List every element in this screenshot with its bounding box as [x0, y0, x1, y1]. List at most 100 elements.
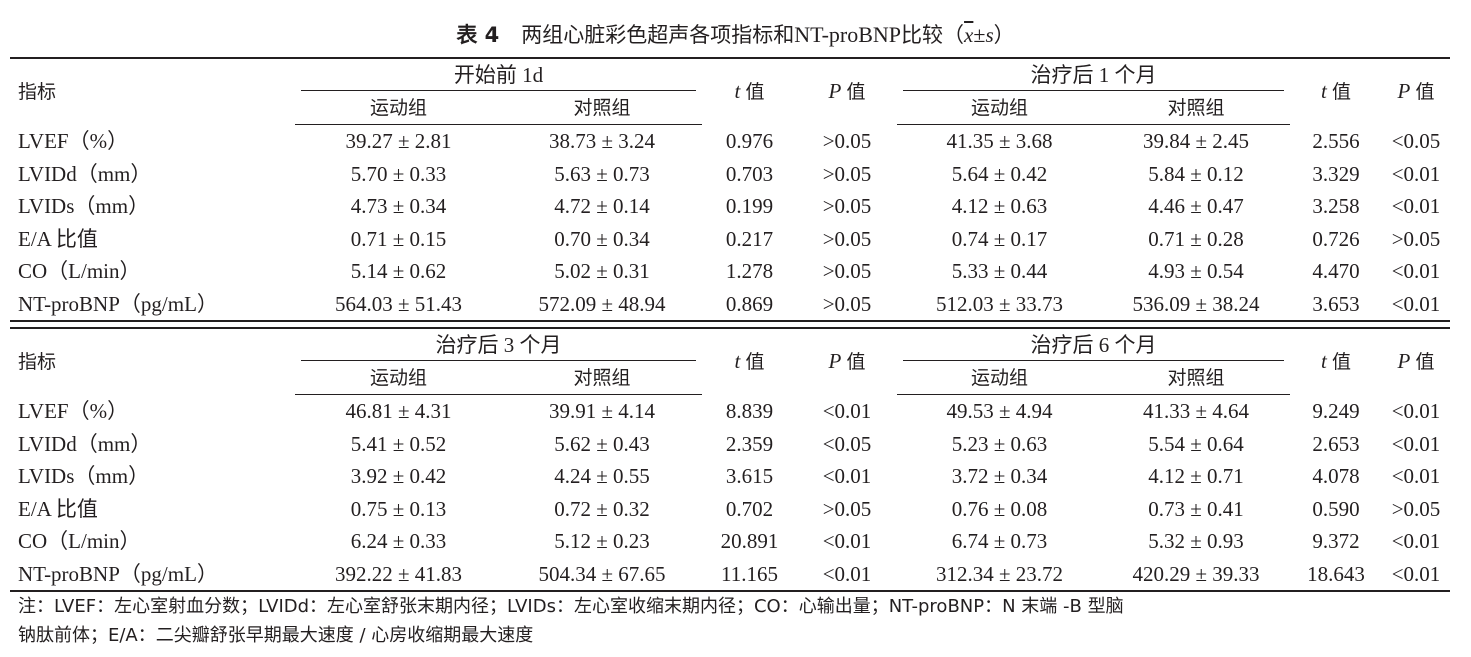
- p-value-left: >0.05: [797, 287, 897, 322]
- t-value-suffix: 值: [745, 351, 765, 374]
- p-value-suffix: 值: [1415, 351, 1435, 374]
- exercise-value-left: 46.81 ± 4.31: [345, 399, 452, 424]
- control-value-left: 572.09 ± 48.94: [502, 287, 702, 322]
- control-value-right: 4.93 ± 0.54: [1148, 259, 1244, 284]
- exercise-value-left: 5.41 ± 0.52: [350, 431, 447, 456]
- exercise-value-left: 564.03 ± 51.43: [295, 287, 502, 322]
- exercise-value-left: 3.92 ± 0.42: [350, 464, 447, 489]
- header-p-value-right: P 值: [1382, 327, 1450, 395]
- header-t-value-right: t 值: [1290, 57, 1382, 125]
- caption-sd-symbol: s: [985, 23, 994, 47]
- control-value-right: 5.32 ± 0.93: [1148, 529, 1244, 554]
- header-exercise-group: 运动组: [295, 361, 502, 395]
- p-value-right: <0.01: [1382, 287, 1450, 322]
- exercise-value-left: 392.22 ± 41.83: [295, 557, 502, 592]
- control-value-right: 41.33 ± 4.64: [1142, 399, 1250, 424]
- control-value-left: 39.91 ± 4.14: [548, 399, 656, 424]
- left-period-label: 开始前 1d: [301, 62, 696, 91]
- exercise-value-right: 4.12 ± 0.63: [951, 194, 1048, 219]
- p-value-symbol: P: [1397, 349, 1411, 374]
- t-value-left: 2.359: [725, 431, 774, 456]
- header-t-value-right: t 值: [1290, 327, 1382, 395]
- t-value-left: 0.703: [725, 161, 774, 186]
- exercise-value-right: 5.23 ± 0.63: [951, 431, 1048, 456]
- exercise-value-right: 49.53 ± 4.94: [946, 399, 1053, 424]
- control-value-left: 0.72 ± 0.32: [554, 496, 650, 521]
- section-spacer-cell: [10, 321, 1450, 328]
- exercise-value-right: 0.74 ± 0.17: [951, 226, 1048, 251]
- header-control-group: 对照组: [1102, 91, 1290, 125]
- p-value-left: <0.01: [822, 464, 872, 489]
- row-indicator-label: LVIDd（mm）: [18, 431, 152, 456]
- right-period-label: 治疗后 1 个月: [903, 62, 1284, 91]
- t-value-suffix: 值: [745, 81, 765, 104]
- t-value-right: 18.643: [1290, 557, 1382, 592]
- p-value-left: >0.05: [822, 226, 872, 251]
- p-value-left: <0.01: [822, 529, 872, 554]
- caption-marker: NT-proBNP: [794, 22, 902, 47]
- t-value-suffix: 值: [1332, 81, 1352, 104]
- control-value-right: 536.09 ± 38.24: [1102, 287, 1290, 322]
- table-row: CO（L/min） 6.24 ± 0.33 5.12 ± 0.23 20.891 <0.…: [10, 525, 1450, 558]
- p-value-right: >0.05: [1391, 496, 1441, 521]
- exercise-value-left: 39.27 ± 2.81: [345, 129, 452, 154]
- table-row: LVIDd（mm） 5.70 ± 0.33 5.63 ± 0.73 0.703 >0.0…: [10, 158, 1450, 191]
- row-indicator-label: LVEF（%）: [18, 129, 129, 153]
- control-value-right: 39.84 ± 2.45: [1142, 129, 1250, 154]
- p-value-symbol: P: [828, 79, 842, 104]
- row-indicator-label: LVIDd（mm）: [18, 161, 152, 186]
- row-indicator-label: E/A 比值: [18, 226, 98, 251]
- table-row: E/A 比值 0.75 ± 0.13 0.72 ± 0.32 0.702 >0.05 0.…: [10, 493, 1450, 526]
- p-value-right: <0.01: [1391, 259, 1441, 284]
- t-value-left: 0.702: [725, 496, 774, 521]
- p-value-left: >0.05: [822, 194, 872, 219]
- control-value-right: 5.84 ± 0.12: [1148, 161, 1244, 186]
- t-value-right: 2.653: [1312, 431, 1360, 456]
- table-row: LVEF（%） 46.81 ± 4.31 39.91 ± 4.14 8.839 <0.0…: [10, 395, 1450, 428]
- exercise-value-left: 0.71 ± 0.15: [350, 226, 447, 251]
- exercise-value-left: 5.14 ± 0.62: [350, 259, 447, 284]
- right-period-label: 治疗后 6 个月: [903, 332, 1284, 361]
- exercise-value-right: 0.76 ± 0.08: [951, 496, 1048, 521]
- table-row: LVEF（%） 39.27 ± 2.81 38.73 ± 3.24 0.976 >0.0…: [10, 125, 1450, 158]
- header-p-value-right: P 值: [1382, 57, 1450, 125]
- caption-plusminus: ±: [973, 22, 986, 47]
- t-value-symbol: t: [1320, 79, 1327, 104]
- table-caption: 表 4 两组心脏彩色超声各项指标和NT-proBNP比较（x±s）: [0, 20, 1471, 50]
- exercise-value-left: 5.70 ± 0.33: [350, 161, 447, 186]
- caption-close: ）: [993, 23, 1015, 47]
- control-value-right: 4.12 ± 0.71: [1148, 464, 1244, 489]
- t-value-left: 3.615: [725, 464, 774, 489]
- control-value-right: 0.73 ± 0.41: [1148, 496, 1244, 521]
- control-value-right: 4.46 ± 0.47: [1148, 194, 1244, 219]
- control-value-left: 4.24 ± 0.55: [554, 464, 650, 489]
- row-indicator-label: NT-proBNP（pg/mL）: [10, 557, 295, 592]
- t-value-left: 11.165: [702, 557, 797, 592]
- header-right-period: 治疗后 1 个月: [897, 57, 1290, 91]
- table-row: NT-proBNP（pg/mL） 392.22 ± 41.83 504.34 ± 6…: [10, 557, 1450, 592]
- p-value-left: >0.05: [822, 161, 872, 186]
- table-row: LVIDd（mm） 5.41 ± 0.52 5.62 ± 0.43 2.359 <0.0…: [10, 428, 1450, 461]
- header-exercise-group: 运动组: [897, 361, 1102, 395]
- t-value-left: 8.839: [725, 399, 774, 423]
- header-right-period: 治疗后 6 个月: [897, 327, 1290, 361]
- exercise-value-right: 3.72 ± 0.34: [951, 464, 1048, 489]
- p-value-left: <0.01: [797, 557, 897, 592]
- p-value-right: <0.01: [1391, 161, 1441, 186]
- p-value-symbol: P: [1397, 79, 1411, 104]
- p-value-right: <0.01: [1391, 194, 1441, 219]
- header-indicator: 指标: [10, 327, 295, 395]
- control-value-left: 5.63 ± 0.73: [554, 161, 650, 186]
- t-value-suffix: 值: [1332, 351, 1352, 374]
- t-value-symbol: t: [734, 79, 741, 104]
- control-value-left: 5.62 ± 0.43: [554, 431, 650, 456]
- control-value-left: 4.72 ± 0.14: [554, 194, 650, 219]
- p-value-right: <0.01: [1391, 529, 1441, 554]
- t-value-right: 0.726: [1312, 226, 1360, 251]
- left-period-label: 治疗后 3 个月: [301, 332, 696, 361]
- t-value-left: 0.217: [725, 226, 774, 251]
- header-left-period: 开始前 1d: [295, 57, 702, 91]
